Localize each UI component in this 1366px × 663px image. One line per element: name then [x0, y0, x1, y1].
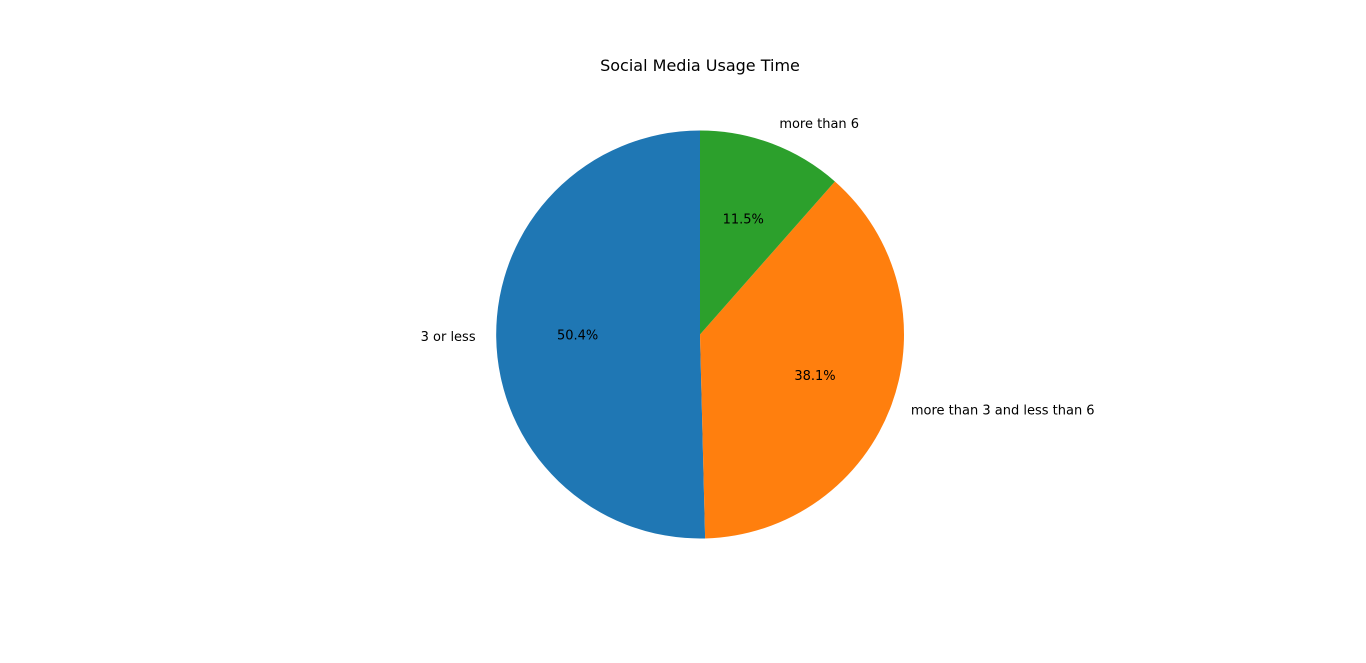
pie-slice-more-than-3-and-less-than-6	[700, 181, 905, 539]
slice-label-more-than-3-and-less-than-6: more than 3 and less than 6	[911, 404, 1095, 419]
slice-pct-more-than-6: 11.5%	[723, 213, 764, 228]
slice-pct-more-than-3-and-less-than-6: 38.1%	[794, 369, 835, 384]
pie-slice-3-or-less	[496, 130, 706, 539]
pie-slice-more-than-6	[700, 130, 835, 335]
chart-title: Social Media Usage Time	[600, 56, 800, 75]
pie-slices	[496, 130, 905, 539]
slice-label-3-or-less: 3 or less	[421, 330, 476, 345]
slice-label-more-than-6: more than 6	[779, 117, 859, 132]
pie-labels: 3 or less 50.4% more than 3 and less than …	[421, 117, 1095, 419]
slice-pct-3-or-less: 50.4%	[557, 329, 598, 344]
